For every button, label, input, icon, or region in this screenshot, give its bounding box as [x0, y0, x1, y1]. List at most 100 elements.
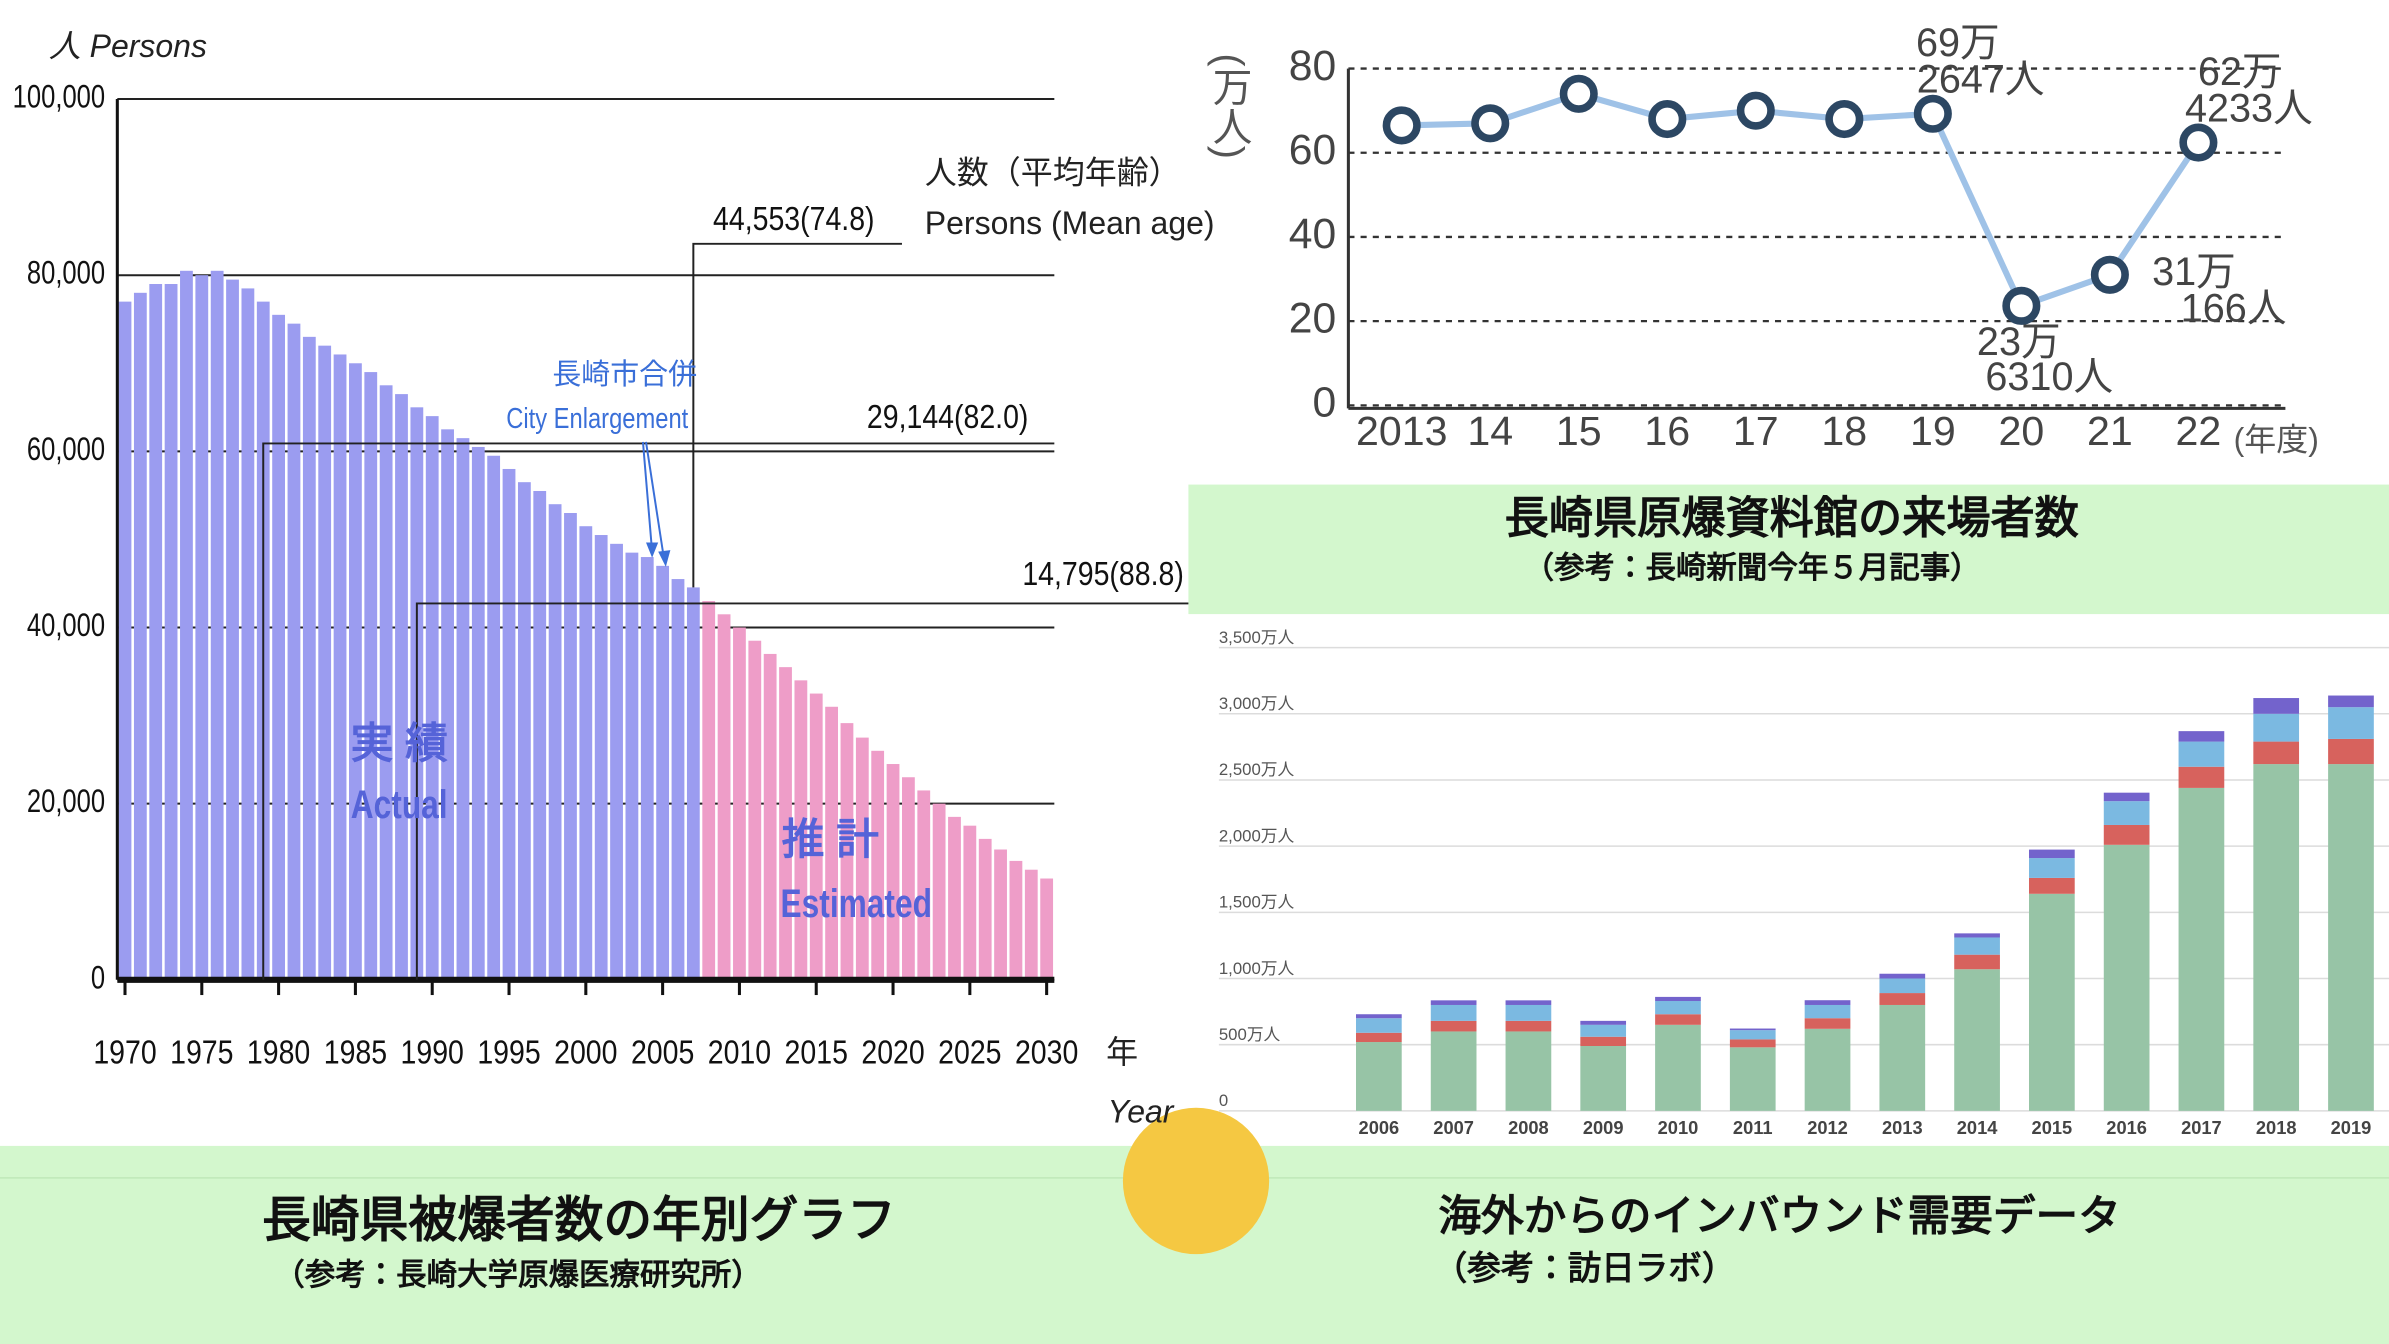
bar [379, 385, 393, 980]
bar [948, 816, 961, 980]
x-tick-label: 2025 [938, 1033, 1001, 1071]
bar [118, 301, 132, 980]
annotation: 14,795(88.8) [1022, 555, 1184, 593]
chart-subtitle: （参考：長崎新聞今年５月記事） [1524, 551, 1981, 585]
chart-title: 長崎県原爆資料館の来場者数 [1505, 494, 2080, 543]
bar [1040, 878, 1054, 980]
x-tick-label: 2006 [1359, 1117, 1400, 1138]
bar [779, 667, 792, 980]
bar [625, 552, 639, 980]
bar-segment [2103, 844, 2150, 1111]
bar-segment [1580, 1046, 1627, 1111]
value-label: 62万 [2198, 50, 2282, 94]
bar [840, 723, 854, 980]
bar-segment [1356, 1014, 1402, 1019]
series-label: 推 計 [782, 816, 880, 864]
bar-segment [2029, 858, 2075, 878]
bar-segment [1954, 933, 2000, 938]
bar [656, 565, 670, 980]
bar [978, 838, 992, 980]
chart-title: 長崎県被爆者数の年別グラフ [262, 1193, 896, 1247]
bar-segment [2029, 849, 2075, 859]
bar [886, 764, 900, 980]
y-tick-label: 1,500万人 [1219, 893, 1295, 912]
bar [517, 482, 531, 980]
bar [425, 416, 439, 980]
bar-segment [1729, 1039, 1776, 1048]
bar [471, 446, 485, 980]
bar [717, 614, 731, 980]
bar [686, 587, 700, 980]
x-tick-label: 2013 [1882, 1117, 1923, 1138]
bar [594, 535, 608, 980]
bar [610, 543, 623, 980]
bar-segment [1430, 1020, 1477, 1032]
x-tick-label: 2020 [861, 1033, 924, 1071]
callout-line [262, 442, 1055, 980]
bar-segment [1580, 1024, 1627, 1037]
bar [180, 270, 193, 980]
x-tick-label: 16 [1644, 408, 1690, 454]
bar [748, 640, 762, 980]
value-label: 23万 [1977, 320, 2061, 364]
x-tick-label: 15 [1556, 408, 1602, 454]
x-tick-label: 17 [1733, 408, 1779, 454]
chart-subtitle: （参考：長崎大学原爆医療研究所） [274, 1257, 761, 1292]
y-tick-label: 500万人 [1219, 1025, 1281, 1044]
bar-segment [1655, 996, 1701, 1002]
bar-segment [1879, 993, 1926, 1005]
caption-band [1188, 484, 2389, 615]
y-tick-label: 60,000 [27, 432, 105, 467]
bar [702, 601, 716, 980]
bar [272, 314, 286, 980]
x-tick-label: 2015 [785, 1033, 848, 1071]
event-arrow [645, 441, 666, 561]
bar [241, 288, 255, 980]
label-title: 人数（平均年齢） [925, 155, 1181, 191]
bar [487, 455, 501, 980]
bar [871, 750, 885, 980]
y-tick-label: 100,000 [13, 80, 106, 115]
point [2179, 123, 2218, 162]
bar [210, 270, 224, 980]
x-tick-label: 2007 [1433, 1117, 1474, 1138]
event-label: City Enlargement [506, 402, 689, 435]
x-tick-label: 1975 [170, 1033, 233, 1071]
bar-segment [2029, 893, 2075, 1111]
x-tick-label: 1985 [324, 1033, 387, 1071]
bar [548, 504, 562, 980]
y-tick-label: 1,000万人 [1219, 959, 1295, 978]
point [1382, 106, 1421, 145]
bar [932, 803, 946, 980]
series-label: 実 績 [351, 720, 449, 768]
bar-segment [1505, 1004, 1552, 1021]
decor-circle [1122, 1107, 1270, 1255]
y-tick-label: 60 [1289, 126, 1336, 174]
bar-segment [2328, 738, 2374, 765]
bar-segment [2029, 877, 2075, 894]
bar-segment [1580, 1036, 1627, 1047]
bar-segment [1356, 1032, 1402, 1043]
bar [349, 363, 362, 980]
y-tick-label: 0 [91, 961, 105, 996]
bar-segment [1729, 1030, 1776, 1040]
bar-segment [1505, 1000, 1552, 1005]
x-tick-label: 2013 [1356, 408, 1447, 454]
series-label: Estimated [781, 882, 932, 926]
bar [133, 292, 147, 980]
bar [456, 438, 470, 980]
bar-segment [1879, 978, 1926, 994]
y-tick-label: 0 [1312, 379, 1336, 427]
callout-line [415, 602, 1189, 980]
bar [395, 394, 408, 980]
bar-segment [1879, 1004, 1926, 1111]
y-tick-label: 2,000万人 [1219, 826, 1295, 845]
y-tick-label: 20 [1289, 294, 1336, 342]
bar-segment [2103, 824, 2150, 845]
y-tick-label: 80,000 [27, 256, 105, 291]
x-tick-label: 2016 [2106, 1117, 2147, 1138]
y-tick-label: 3,500万人 [1219, 628, 1295, 647]
bar [302, 336, 316, 980]
bar [963, 825, 977, 980]
value-label: 166人 [2181, 286, 2287, 330]
